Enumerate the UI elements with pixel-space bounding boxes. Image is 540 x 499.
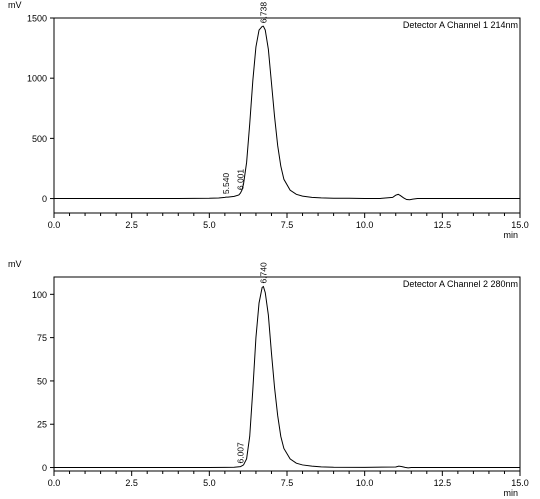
plot-frame [53, 276, 521, 472]
x-tick-label: 0.0 [48, 478, 61, 488]
peak-label: 6.001 [235, 169, 245, 191]
peak-label: 6.007 [236, 442, 246, 464]
x-tick-label: 2.5 [125, 220, 138, 230]
x-tick-label: 7.5 [281, 220, 294, 230]
chart-title: Detector A Channel 1 214nm [403, 20, 518, 30]
peak-label: 6.738 [258, 2, 268, 24]
x-tick-label: 10.0 [356, 220, 374, 230]
y-tick-label: 50 [37, 376, 47, 386]
y-axis-label: mV [8, 259, 22, 269]
x-tick-label: 10.0 [356, 478, 374, 488]
x-tick-label: 2.5 [125, 478, 138, 488]
y-tick-label: 1000 [27, 74, 47, 84]
x-tick-label: 0.0 [48, 220, 61, 230]
x-axis-label: min [503, 230, 518, 240]
x-axis-label: min [503, 488, 518, 498]
y-tick-label: 0 [42, 194, 47, 204]
series-line [54, 285, 520, 469]
x-tick-label: 15.0 [511, 478, 529, 488]
y-tick-label: 75 [37, 333, 47, 343]
chart-panel-1: mV 0 500 1000 1500 0.0 2.5 5.0 7.5 10.0 12.5 15.0mi… [8, 0, 529, 240]
x-tick-label: 5.0 [203, 478, 216, 488]
x-tick-label: 12.5 [434, 478, 452, 488]
x-tick-label: 7.5 [281, 478, 294, 488]
chart-title: Detector A Channel 2 280nm [403, 279, 518, 289]
y-tick-label: 1500 [27, 14, 47, 24]
y-tick-label: 25 [37, 420, 47, 430]
series-line [54, 25, 520, 201]
y-tick-label: 500 [32, 134, 47, 144]
x-tick-label: 5.0 [203, 220, 216, 230]
x-tick-label: 12.5 [434, 220, 452, 230]
y-tick-label: 100 [32, 290, 47, 300]
peak-label: 5.540 [221, 173, 231, 195]
y-tick-label: 0 [42, 463, 47, 473]
x-tick-label: 15.0 [511, 220, 529, 230]
y-axis-label: mV [8, 0, 22, 10]
peak-label: 6.740 [258, 262, 268, 284]
